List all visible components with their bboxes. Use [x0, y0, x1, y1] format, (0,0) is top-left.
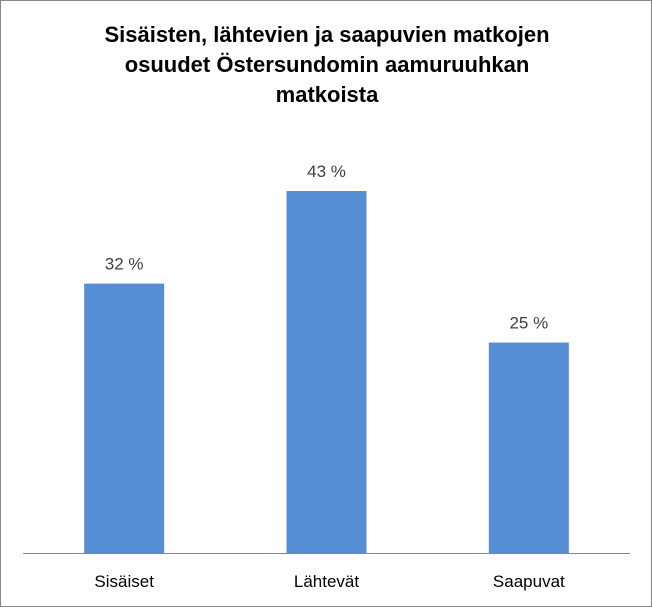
bar-lähtevät: [286, 191, 367, 553]
bar-sisäiset: [84, 283, 165, 553]
chart-title-line-2: osuudet Östersundomin aamuruuhkan: [125, 52, 530, 77]
bar-saapuvat: [488, 342, 569, 553]
data-label-saapuvat: 25 %: [509, 314, 548, 333]
data-labels-group: 32 % 43 % 25 %: [105, 162, 548, 333]
x-tick-label-sisäiset: Sisäiset: [94, 572, 154, 591]
data-label-sisäiset: 32 %: [105, 255, 144, 274]
chart-title: Sisäisten, lähtevien ja saapuvien matkoj…: [104, 22, 549, 107]
chart-title-line-3: matkoista: [276, 82, 379, 107]
x-tick-labels-group: Sisäiset Lähtevät Saapuvat: [94, 572, 565, 591]
bars-group: [84, 191, 569, 553]
chart-title-line-1: Sisäisten, lähtevien ja saapuvien matkoj…: [104, 22, 549, 47]
x-tick-label-lähtevät: Lähtevät: [294, 572, 359, 591]
x-tick-label-saapuvat: Saapuvat: [493, 572, 565, 591]
data-label-lähtevät: 43 %: [307, 162, 346, 181]
